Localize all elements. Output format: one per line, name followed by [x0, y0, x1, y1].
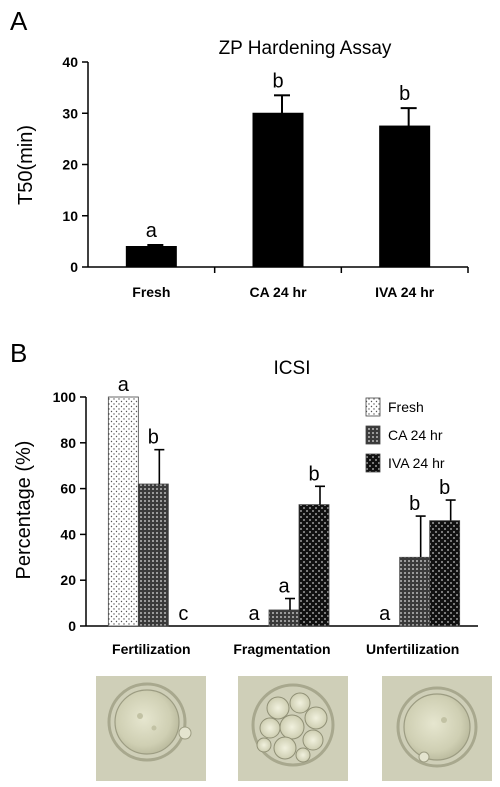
panel-a-y-tick-label: 20	[62, 157, 78, 173]
panel-a-letter: A	[10, 6, 28, 36]
panel-b-y-tick-label: 60	[60, 481, 76, 497]
bar-fresh	[125, 246, 177, 268]
panel-a-title: ZP Hardening Assay	[219, 38, 392, 59]
legend-label-ca-24-hr: CA 24 hr	[388, 427, 443, 443]
significance-label-unfertilization-ca-24-hr: b	[409, 493, 420, 515]
category-label-ca-24-hr: CA 24 hr	[249, 284, 307, 300]
unfertilized-oocyte-image	[382, 676, 492, 781]
panel-a-ticks: 0 10 20 30 40	[62, 54, 88, 275]
significance-label-fragmentation-iva-24-hr: b	[308, 463, 319, 485]
legend-swatch-ca-24-hr	[365, 425, 381, 445]
category-label-iva-24-hr: IVA 24 hr	[375, 284, 435, 300]
panel-a-y-tick-label: 0	[70, 259, 78, 275]
significance-label-fresh: a	[146, 220, 158, 242]
significance-label-fragmentation-fresh: a	[248, 603, 260, 625]
panel-a-y-tick-label: 10	[62, 208, 78, 224]
panel-b-ticks: 0 20 40 60 80 100	[53, 389, 86, 634]
category-label-fertilization: Fertilization	[112, 641, 191, 657]
category-label-fragmentation: Fragmentation	[233, 641, 330, 657]
legend-swatch-fresh	[365, 397, 381, 417]
oocyte-images	[96, 676, 492, 781]
panel-b-y-tick-label: 40	[60, 526, 76, 542]
significance-label-fertilization-iva-24-hr: c	[178, 603, 188, 625]
legend-label-iva-24-hr: IVA 24 hr	[388, 455, 445, 471]
legend-label-fresh: Fresh	[388, 399, 424, 415]
significance-label-fragmentation-ca-24-hr: a	[278, 576, 290, 598]
significance-label-fertilization-ca-24-hr: b	[148, 427, 159, 449]
panel-b-y-tick-label: 0	[68, 618, 76, 634]
panel-a-bars: a Fresh b CA 24 hr b IVA 24 hr	[125, 70, 469, 300]
significance-label-unfertilization-fresh: a	[379, 603, 391, 625]
panel-b-legend: Fresh CA 24 hr IVA 24 hr	[365, 397, 445, 473]
category-label-unfertilization: Unfertilization	[366, 641, 459, 657]
significance-label-ca-24-hr: b	[272, 70, 283, 92]
panel-b-title: ICSI	[274, 358, 311, 379]
panel-b-letter: B	[10, 338, 27, 368]
significance-label-iva-24-hr: b	[399, 83, 410, 105]
panel-a: A ZP Hardening Assay T50(min) 010203040 …	[10, 6, 469, 300]
bar-unfertilization-iva-24-hr	[429, 520, 461, 627]
significance-label-unfertilization-iva-24-hr: b	[439, 477, 450, 499]
bar-fragmentation-ca-24-hr	[268, 609, 300, 627]
panel-b-y-axis-label: Percentage (%)	[13, 441, 35, 580]
bar-ca-24-hr	[252, 112, 304, 268]
bar-unfertilization-ca-24-hr	[399, 556, 431, 627]
panel-a-y-tick-label: 30	[62, 105, 78, 121]
bar-fragmentation-iva-24-hr	[298, 504, 330, 627]
legend-swatch-iva-24-hr	[365, 453, 381, 473]
bar-iva-24-hr	[379, 125, 431, 268]
panel-b: B ICSI Percentage (%) 0 20 40 60 80 100 a b c Fe…	[10, 338, 478, 657]
bar-fertilization-fresh	[107, 396, 139, 627]
significance-label-fertilization-fresh: a	[118, 374, 130, 396]
fragmented-oocyte-image	[238, 676, 348, 781]
panel-b-y-tick-label: 80	[60, 435, 76, 451]
bar-fertilization-ca-24-hr	[137, 483, 169, 627]
panel-a-y-axis-label: T50(min)	[15, 125, 37, 205]
panel-b-bars: abcFertilizationaabFragmentationabbUnfer…	[107, 374, 461, 657]
panel-b-y-tick-label: 100	[53, 389, 77, 405]
panel-b-y-tick-label: 20	[60, 572, 76, 588]
panel-a-y-tick-label: 40	[62, 54, 78, 70]
category-label-fresh: Fresh	[132, 284, 170, 300]
fertilized-oocyte-image	[96, 676, 206, 781]
